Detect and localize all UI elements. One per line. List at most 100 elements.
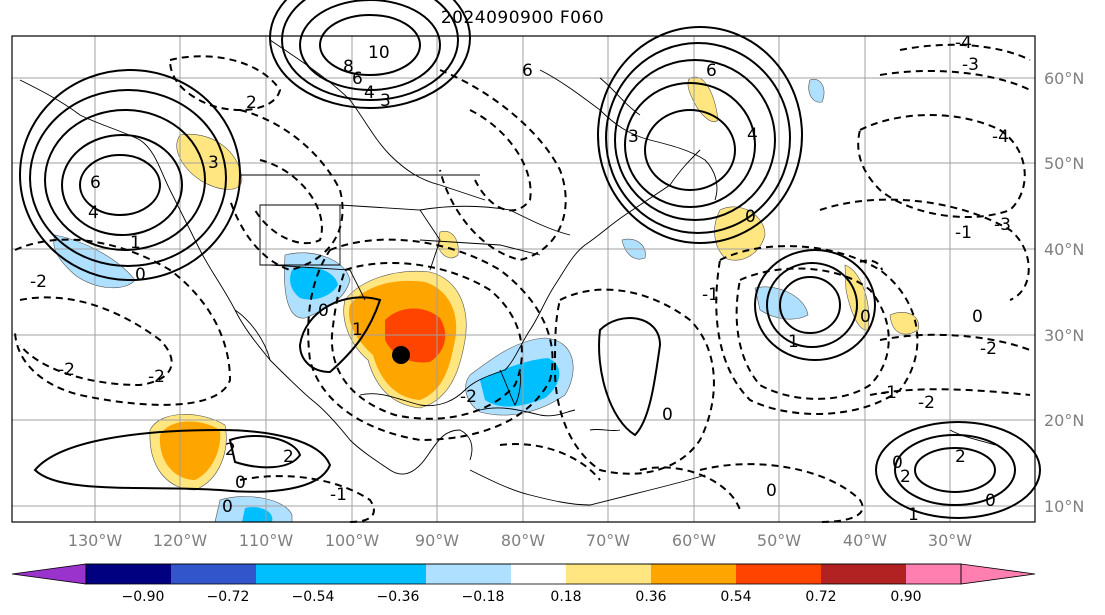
contour-label: -2 [58, 360, 75, 380]
lon-label: 90°W [415, 531, 459, 550]
lat-label: 30°N [1044, 326, 1084, 345]
contour-label: -3 [962, 55, 979, 75]
contour-label: 2 [283, 447, 294, 467]
longitude-labels: 130°W 120°W 110°W 100°W 90°W 80°W 70°W 6… [68, 531, 972, 550]
contour-label: -2 [918, 393, 935, 413]
contour-label: 4 [88, 203, 99, 223]
contour-label: 10 [368, 43, 390, 63]
contour-label: 6 [706, 61, 717, 81]
colorbar-label: 0.36 [635, 589, 666, 605]
contour-label: -4 [955, 33, 972, 53]
coastlines [19, 39, 996, 506]
contour-label: 0 [135, 265, 146, 285]
colorbar-bin [341, 564, 426, 584]
contour-label: 0 [892, 453, 903, 473]
colorbar-bin [651, 564, 736, 584]
map-frame [11, 35, 1036, 523]
contour-label: -2 [460, 387, 477, 407]
lon-label: 120°W [153, 531, 208, 550]
lon-label: 130°W [68, 531, 123, 550]
lon-label: 40°W [843, 531, 887, 550]
lon-label: 50°W [757, 531, 801, 550]
contour-label: 0 [985, 491, 996, 511]
contour-label: 0 [222, 497, 233, 517]
contours [14, 0, 1041, 523]
map-title: 2024090900 F060 [440, 8, 605, 28]
lat-label: 60°N [1044, 69, 1084, 88]
contour-label: 2 [225, 440, 236, 460]
contour-label: 4 [747, 125, 758, 145]
contour-label: -2 [148, 367, 165, 387]
colorbar-bin [256, 564, 341, 584]
contour-label: -2 [980, 339, 997, 359]
lat-label: 20°N [1044, 411, 1084, 430]
contour-label: 6 [90, 173, 101, 193]
contour-label: 2 [955, 447, 966, 467]
colorbar-bin [906, 564, 961, 584]
negative-anomaly-moderate [480, 358, 560, 407]
latitude-labels: 60°N 50°N 40°N 30°N 20°N 10°N [1044, 69, 1084, 516]
contour-label: -2 [30, 272, 47, 292]
colorbar-label: −0.90 [122, 589, 165, 605]
lon-label: 70°W [586, 531, 630, 550]
contour-label: 1 [130, 233, 141, 253]
negative-anomaly-weak [808, 78, 825, 103]
colorbar-label: 0.90 [890, 589, 921, 605]
colorbar-label: 0.72 [805, 589, 836, 605]
contour-label: 2 [900, 467, 911, 487]
contour-label: 0 [235, 473, 246, 493]
lon-label: 110°W [239, 531, 294, 550]
colorbar-extend-high [960, 563, 1036, 585]
lat-label: 40°N [1044, 240, 1084, 259]
contour-label: 3 [208, 153, 219, 173]
colorbar-label: −0.72 [207, 589, 250, 605]
lon-label: 80°W [501, 531, 545, 550]
contour-label: 0 [972, 307, 983, 327]
negative-anomaly-moderate [242, 507, 273, 522]
contour-label: -4 [992, 127, 1009, 147]
lon-label: 100°W [325, 531, 380, 550]
contour-label: 0 [662, 405, 673, 425]
colorbar-extend-low [11, 563, 87, 585]
lon-label: 30°W [928, 531, 972, 550]
contour-label: 3 [628, 127, 639, 147]
colorbar-bin [821, 564, 906, 584]
colorbar-bin [511, 564, 566, 584]
contour-label: 0 [318, 301, 329, 321]
contour-label: 6 [522, 61, 533, 81]
colorbar-label: 0.54 [720, 589, 751, 605]
contour-label: 0 [860, 307, 871, 327]
colorbar: −0.90 −0.72 −0.54 −0.36 −0.18 0.18 0.36 … [11, 563, 1036, 605]
contour-label: 4 [364, 83, 375, 103]
colorbar-bin [566, 564, 651, 584]
colorbar-bin [426, 564, 511, 584]
contour-label: 2 [246, 93, 257, 113]
contour-label: 1 [908, 505, 919, 525]
colorbar-label: −0.54 [292, 589, 335, 605]
colorbar-bin [736, 564, 821, 584]
lat-label: 10°N [1044, 497, 1084, 516]
contour-label: 0 [745, 207, 756, 227]
positive-anomaly-weak [437, 230, 459, 259]
contour-label: 1 [352, 320, 363, 340]
lat-label: 50°N [1044, 154, 1084, 173]
colorbar-label: −0.36 [377, 589, 420, 605]
contour-label: 3 [380, 91, 391, 111]
positive-anomaly-moderate [159, 421, 221, 480]
colorbar-label: −0.18 [462, 589, 505, 605]
contour-label: -3 [994, 215, 1011, 235]
positive-anomaly-weak [889, 311, 919, 335]
colorbar-bin [171, 564, 256, 584]
colorbar-label: 0.18 [550, 589, 581, 605]
contour-label: 6 [352, 69, 363, 89]
contour-label: -1 [330, 485, 347, 505]
colorbar-bin [86, 564, 171, 584]
contour-label: 0 [766, 481, 777, 501]
contour-label: 8 [343, 57, 354, 77]
contour-label: 1 [788, 332, 799, 352]
contour-labels: 10 8 6 4 3 2 6 4 3 1 0 6 4 3 0 -2 -2 -2 … [30, 33, 1011, 525]
contour-label: -1 [702, 285, 719, 305]
contour-label: -1 [880, 383, 897, 403]
lon-label: 60°W [672, 531, 716, 550]
